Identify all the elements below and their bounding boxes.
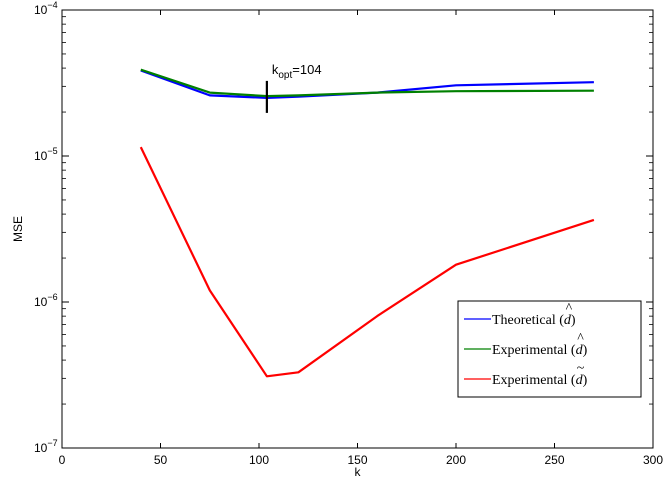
legend-accent-1: ^ [566, 301, 573, 316]
x-tick-label: 100 [249, 453, 269, 467]
x-tick-label: 0 [59, 453, 66, 467]
x-tick-label: 200 [446, 453, 466, 467]
legend-label-3: Experimental (d) [492, 373, 588, 388]
y-axis-label: MSE [11, 216, 25, 242]
y-tick-label: 10−4 [34, 0, 58, 17]
x-tick-label: 50 [154, 453, 168, 467]
kopt-label: kopt=104 [272, 62, 322, 81]
x-axis-label: k [355, 465, 362, 479]
y-tick-label: 10−5 [34, 146, 58, 163]
legend-accent-2: ^ [577, 331, 584, 346]
legend-label-2: Experimental (d) [492, 343, 588, 358]
x-tick-label: 300 [643, 453, 663, 467]
series-line-3 [139, 146, 595, 378]
legend-accent-3: ~ [577, 361, 585, 376]
series-line-1 [140, 69, 594, 100]
axis-ticks: 0 50 100 150 200 250 300 10−7 10−6 10−5 10−4 k MSE [11, 0, 663, 479]
series-line-2 [140, 68, 594, 98]
legend: Theoretical (d) Experimental (d) Experimen… [457, 300, 642, 398]
y-tick-label: 10−6 [34, 292, 58, 309]
x-tick-label: 250 [544, 453, 564, 467]
y-tick-label: 10−7 [34, 438, 58, 455]
x-tick-label: 150 [347, 453, 367, 467]
legend-label-1: Theoretical (d) [492, 313, 576, 328]
annotations: kopt=104 [265, 62, 322, 113]
series-lines [139, 68, 595, 378]
